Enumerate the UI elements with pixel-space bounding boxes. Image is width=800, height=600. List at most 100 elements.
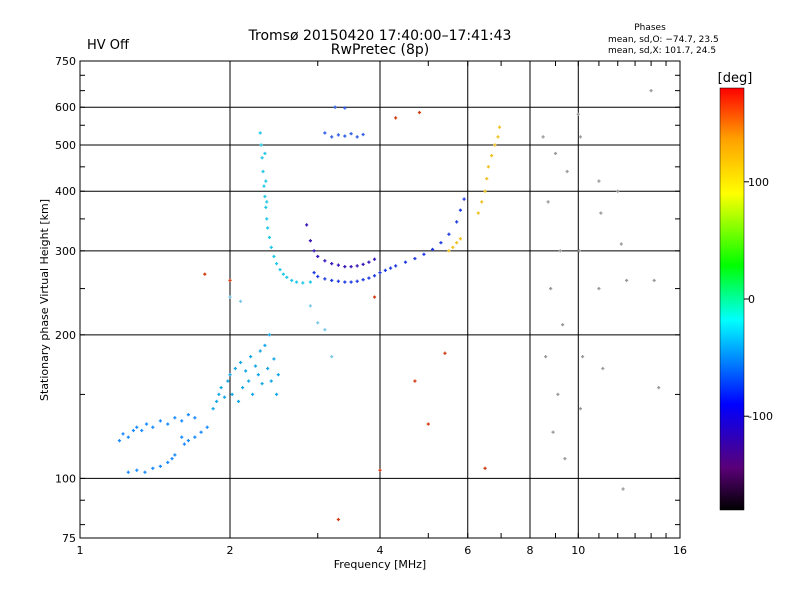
data-point bbox=[558, 249, 562, 253]
data-point bbox=[578, 407, 583, 411]
y-tick-label: 100 bbox=[55, 472, 76, 485]
data-point bbox=[238, 299, 243, 304]
data-point bbox=[413, 256, 417, 261]
data-point bbox=[343, 106, 347, 110]
data-point bbox=[135, 425, 139, 429]
stats-x-mode: mean, sd,X: 101.7, 24.5 bbox=[608, 46, 716, 56]
data-points bbox=[117, 89, 661, 522]
data-point bbox=[305, 223, 309, 227]
data-point bbox=[657, 386, 661, 390]
data-point bbox=[330, 355, 334, 359]
data-point bbox=[186, 439, 190, 443]
data-point bbox=[578, 135, 583, 139]
data-point bbox=[485, 177, 489, 181]
colorbar-ticks: 100 0 -100 bbox=[744, 176, 773, 423]
data-point bbox=[182, 442, 186, 446]
data-point bbox=[443, 351, 447, 355]
data-point bbox=[349, 280, 353, 284]
y-tick-label: 500 bbox=[55, 139, 76, 152]
data-point bbox=[173, 416, 177, 420]
y-axis-title: Stationary phase Virtual Height [km] bbox=[38, 199, 51, 401]
data-point bbox=[316, 274, 320, 279]
data-point bbox=[330, 135, 334, 139]
data-point bbox=[151, 425, 155, 429]
y-tick-label: 75 bbox=[62, 532, 76, 545]
data-point bbox=[166, 460, 170, 465]
data-point bbox=[551, 430, 555, 434]
data-point bbox=[173, 453, 177, 457]
data-point bbox=[367, 260, 371, 264]
y-tick-label: 200 bbox=[55, 329, 76, 342]
data-point bbox=[597, 286, 601, 291]
data-point bbox=[336, 517, 340, 522]
data-point bbox=[403, 260, 408, 264]
hv-status: HV Off bbox=[87, 38, 130, 53]
data-point bbox=[241, 386, 245, 390]
data-point bbox=[135, 468, 139, 472]
data-point bbox=[361, 132, 365, 137]
data-point bbox=[250, 392, 255, 397]
data-point bbox=[343, 134, 347, 138]
data-point bbox=[312, 271, 316, 275]
data-point bbox=[264, 205, 268, 209]
data-point bbox=[211, 407, 215, 411]
data-point bbox=[476, 211, 480, 215]
x-tick-label: 8 bbox=[527, 544, 534, 557]
data-point bbox=[323, 328, 327, 332]
data-point bbox=[226, 379, 230, 383]
data-point bbox=[394, 264, 398, 268]
data-point bbox=[294, 280, 299, 284]
x-tick-label: 1 bbox=[77, 544, 84, 557]
data-point bbox=[544, 355, 548, 359]
data-point bbox=[388, 266, 393, 270]
data-point bbox=[228, 373, 232, 377]
data-point bbox=[244, 369, 248, 373]
data-point bbox=[205, 425, 209, 429]
data-point bbox=[259, 143, 263, 147]
data-point bbox=[278, 267, 282, 272]
x-tick-label: 6 bbox=[464, 544, 471, 557]
data-point bbox=[383, 268, 387, 272]
data-point bbox=[378, 271, 382, 275]
data-point bbox=[269, 379, 273, 383]
data-point bbox=[355, 264, 359, 268]
data-point bbox=[238, 360, 243, 365]
data-point bbox=[217, 392, 221, 397]
data-point bbox=[361, 278, 365, 282]
data-point bbox=[126, 435, 130, 439]
data-point bbox=[601, 366, 605, 371]
data-point bbox=[180, 419, 184, 423]
data-point bbox=[316, 321, 320, 325]
data-point bbox=[219, 386, 223, 390]
data-point bbox=[597, 179, 601, 183]
data-point bbox=[430, 247, 435, 252]
data-point bbox=[333, 105, 337, 109]
data-point bbox=[372, 257, 377, 261]
y-tick-label: 750 bbox=[55, 55, 76, 68]
y-tick-label: 300 bbox=[55, 245, 76, 258]
data-point bbox=[549, 286, 553, 291]
data-point bbox=[253, 364, 258, 368]
data-point bbox=[126, 470, 130, 474]
data-point bbox=[258, 349, 262, 353]
data-point bbox=[343, 280, 347, 284]
data-point bbox=[458, 237, 463, 241]
data-point bbox=[439, 241, 443, 245]
data-point bbox=[274, 262, 279, 266]
data-point bbox=[621, 487, 625, 491]
data-point bbox=[301, 281, 305, 285]
stats-o-mode: mean, sd,O: −74.7, 23.5 bbox=[608, 35, 719, 45]
data-point bbox=[323, 277, 327, 281]
data-point bbox=[276, 373, 280, 377]
data-point bbox=[308, 304, 313, 308]
data-point bbox=[215, 399, 219, 404]
stats-title: Phases bbox=[634, 23, 666, 33]
data-point bbox=[496, 135, 500, 139]
data-point bbox=[263, 343, 267, 348]
data-point bbox=[222, 395, 227, 399]
chart-title-line1: Tromsø 20150420 17:40:00–17:41:43 bbox=[248, 28, 512, 44]
axis-ticks: 1 2 4 6 8 10 16 75 100 200 300 400 500 600 750 bbox=[55, 55, 687, 557]
data-point bbox=[455, 220, 459, 224]
data-point bbox=[151, 466, 155, 470]
data-point bbox=[281, 272, 286, 276]
